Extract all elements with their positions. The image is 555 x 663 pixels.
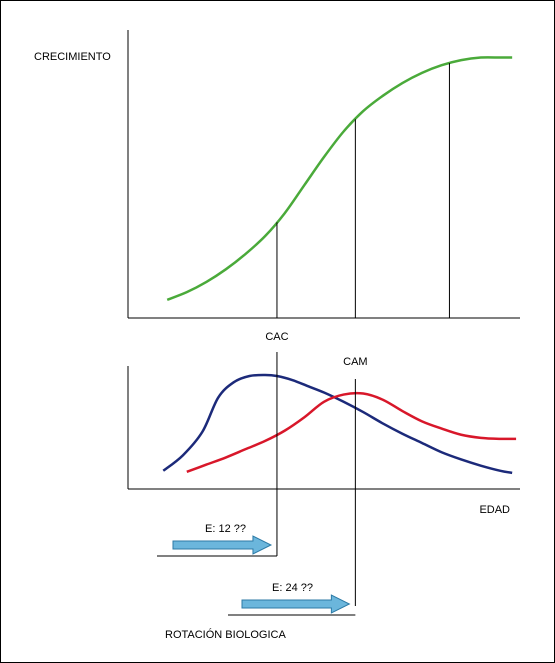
arrow-2 (241, 594, 351, 614)
annotation-cam: CAM (343, 356, 367, 368)
top-y-axis-label: CRECIMIENTO (34, 51, 111, 63)
arrow-label-2: E: 24 ?? (272, 582, 313, 594)
bottom-curve-2 (186, 391, 517, 473)
arrow-label-1: E: 12 ?? (205, 523, 246, 535)
bottom-curve-1 (162, 373, 513, 475)
footer-label: ROTACIÓN BIOLOGICA (165, 628, 286, 641)
bottom-x-axis-label: EDAD (479, 504, 510, 516)
arrow-1 (172, 535, 273, 555)
annotation-cac: CAC (265, 331, 288, 343)
growth-curve (166, 56, 513, 301)
